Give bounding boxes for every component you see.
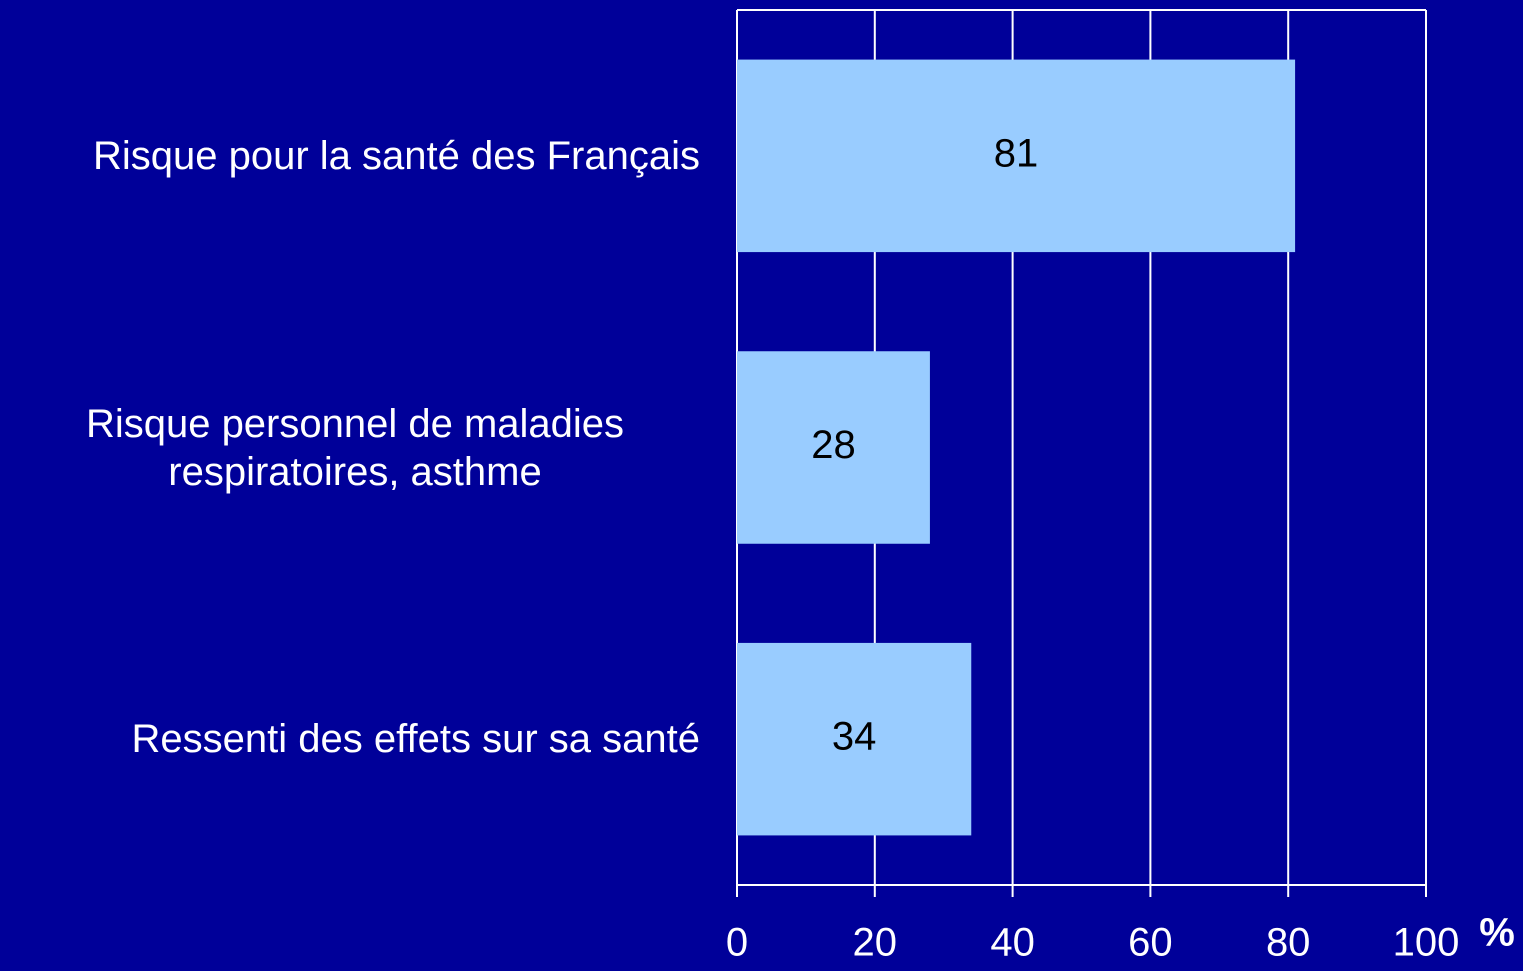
y-tick-label: Risque pour la santé des Français: [93, 133, 700, 178]
y-tick-label: Risque personnel de maladies respiratoir…: [85, 401, 625, 494]
x-tick-label: 20: [853, 921, 898, 965]
bar: [737, 351, 930, 544]
data-label: 81: [994, 131, 1039, 175]
x-tick-label: 0: [726, 921, 748, 965]
x-tick-label: 60: [1128, 921, 1173, 965]
bar: [737, 642, 972, 836]
x-tick-label: 40: [990, 921, 1035, 965]
data-label: 34: [832, 715, 877, 759]
x-tick-label: 100: [1393, 921, 1460, 965]
x-tick-label: 80: [1266, 921, 1311, 965]
bar: [737, 59, 1296, 253]
x-axis-label: %: [1479, 911, 1515, 955]
y-tick-label: Ressenti des effets sur sa santé: [131, 717, 700, 762]
data-label: 28: [811, 423, 856, 467]
